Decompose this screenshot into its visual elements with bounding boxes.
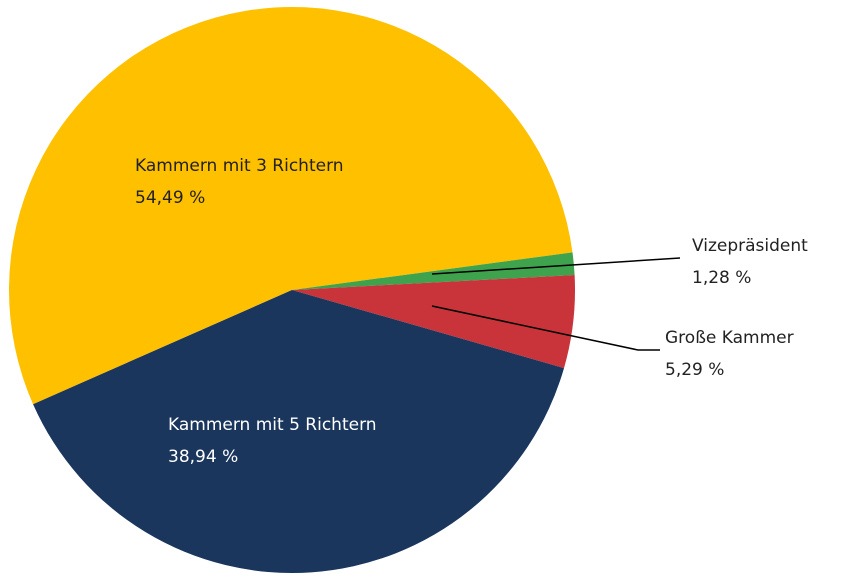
pie-slice [33,290,565,573]
slice-label: Kammern mit 5 Richtern [168,415,377,435]
slice-label: Kammern mit 3 Richtern [135,156,344,176]
slice-value-label: 54,49 % [135,188,205,208]
slice-value-label: 38,94 % [168,447,238,467]
pie-slice [292,275,575,369]
slice-value-label: 1,28 % [692,268,751,288]
slice-value-label: 5,29 % [665,360,724,380]
pie-slice [292,252,575,290]
slice-label: Vizepräsident [692,236,808,256]
leader-line [431,257,681,275]
pie-slice [9,7,573,405]
slice-label: Große Kammer [665,328,794,348]
leader-line [431,305,660,351]
